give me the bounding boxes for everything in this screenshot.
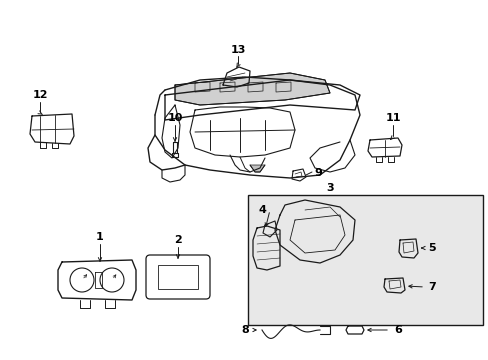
Polygon shape bbox=[175, 73, 329, 105]
Text: 12: 12 bbox=[32, 90, 48, 100]
Bar bbox=[247, 195, 482, 325]
Text: 13: 13 bbox=[230, 45, 245, 55]
Text: 9: 9 bbox=[313, 168, 321, 178]
Text: 4: 4 bbox=[258, 205, 265, 215]
Text: 8: 8 bbox=[241, 325, 248, 335]
Polygon shape bbox=[249, 165, 264, 172]
Bar bbox=[158, 265, 198, 289]
Text: 1: 1 bbox=[96, 232, 103, 242]
Text: 2: 2 bbox=[174, 235, 182, 245]
Text: 11: 11 bbox=[385, 113, 400, 123]
Text: 6: 6 bbox=[393, 325, 401, 335]
Text: 3: 3 bbox=[325, 183, 333, 193]
Text: 7: 7 bbox=[427, 282, 435, 292]
Text: 10: 10 bbox=[167, 113, 183, 123]
Text: 5: 5 bbox=[427, 243, 435, 253]
